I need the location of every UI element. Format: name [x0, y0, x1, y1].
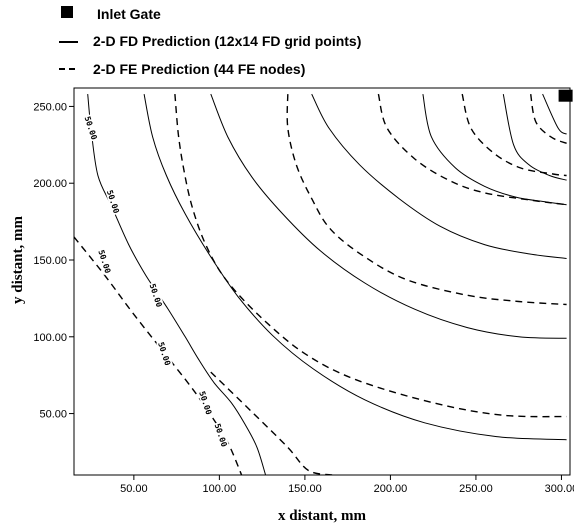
contour-label-bg — [212, 421, 230, 449]
contour-label-bg — [147, 281, 165, 310]
contour-label-bg — [82, 114, 100, 142]
fd-contour-line-1 — [87, 94, 267, 475]
y-axis: 50.00 100.00 150.00 200.00 250.00 — [33, 101, 74, 421]
fe-contour-line-1 — [74, 236, 243, 475]
contour-label-bg — [156, 339, 173, 368]
fd-contour-line-4 — [311, 93, 567, 259]
y-tick-label: 150.00 — [33, 255, 67, 267]
series-fd — [87, 93, 567, 475]
y-tick-label: 250.00 — [33, 101, 67, 113]
x-tick-label: 200.00 — [374, 483, 408, 495]
fd-contour-line-5 — [422, 94, 567, 206]
contour-label-text: 50.00 — [213, 422, 229, 448]
fe-contour-line-5 — [461, 93, 567, 177]
contour-label-bg — [197, 389, 214, 417]
contour-label-4: 50.00 — [147, 281, 165, 310]
contour-label-5: 50.00 — [156, 339, 173, 368]
contour-label-text: 50.00 — [156, 341, 172, 367]
contour-label-text: 50.00 — [83, 115, 99, 141]
legend: Inlet Gate 2-D FD Prediction (12x14 FD g… — [59, 6, 361, 77]
fd-contour-line-2 — [143, 94, 567, 441]
series-layer — [74, 93, 567, 475]
fe-contour-line-4 — [377, 93, 567, 206]
x-tick-label: 100.00 — [203, 483, 237, 495]
fe-contour-line-2 — [174, 94, 567, 418]
contour-label-bg — [105, 187, 122, 216]
contour-label-3: 50.00 — [96, 247, 114, 276]
fd-contour-line-6 — [502, 94, 567, 181]
x-axis: 50.00 100.00 150.00 200.00 250.00 300.00 — [120, 475, 574, 495]
inlet-gate-marker — [558, 89, 573, 102]
y-tick-label: 200.00 — [33, 178, 67, 190]
contour-label-bg — [96, 247, 114, 276]
legend-inlet-gate-label: Inlet Gate — [97, 6, 161, 22]
y-tick-label: 50.00 — [39, 409, 67, 421]
fd-contour-line-3 — [210, 93, 567, 339]
fe-contour-line-6 — [530, 93, 567, 144]
legend-fe-label: 2-D FE Prediction (44 FE nodes) — [93, 61, 305, 77]
x-tick-label: 50.00 — [120, 483, 148, 495]
contour-label-1: 50.00 — [82, 114, 100, 142]
legend-fd-label: 2-D FD Prediction (12x14 FD grid points) — [93, 33, 361, 49]
x-tick-label: 150.00 — [288, 483, 322, 495]
x-tick-label: 250.00 — [459, 483, 493, 495]
legend-inlet-gate-marker — [61, 6, 73, 18]
fd-contour-line-7 — [542, 93, 567, 135]
x-tick-label: 300.00 — [545, 483, 574, 495]
fe-contour-line-3 — [286, 94, 567, 306]
contour-label-text: 50.00 — [148, 283, 164, 309]
y-tick-label: 100.00 — [33, 332, 67, 344]
contour-label-2: 50.00 — [105, 187, 122, 216]
fe-contour-line-7 — [210, 371, 333, 475]
contour-label-6: 50.00 — [197, 389, 214, 417]
plot-frame — [73, 87, 571, 476]
y-axis-title: y distant, mm — [10, 216, 26, 304]
x-axis-title: x distant, mm — [278, 508, 366, 524]
contour-label-text: 50.00 — [197, 390, 213, 416]
contour-label-7: 50.00 — [212, 421, 230, 449]
contour-label-text: 50.00 — [105, 189, 121, 215]
contour-label-text: 50.00 — [96, 249, 112, 275]
